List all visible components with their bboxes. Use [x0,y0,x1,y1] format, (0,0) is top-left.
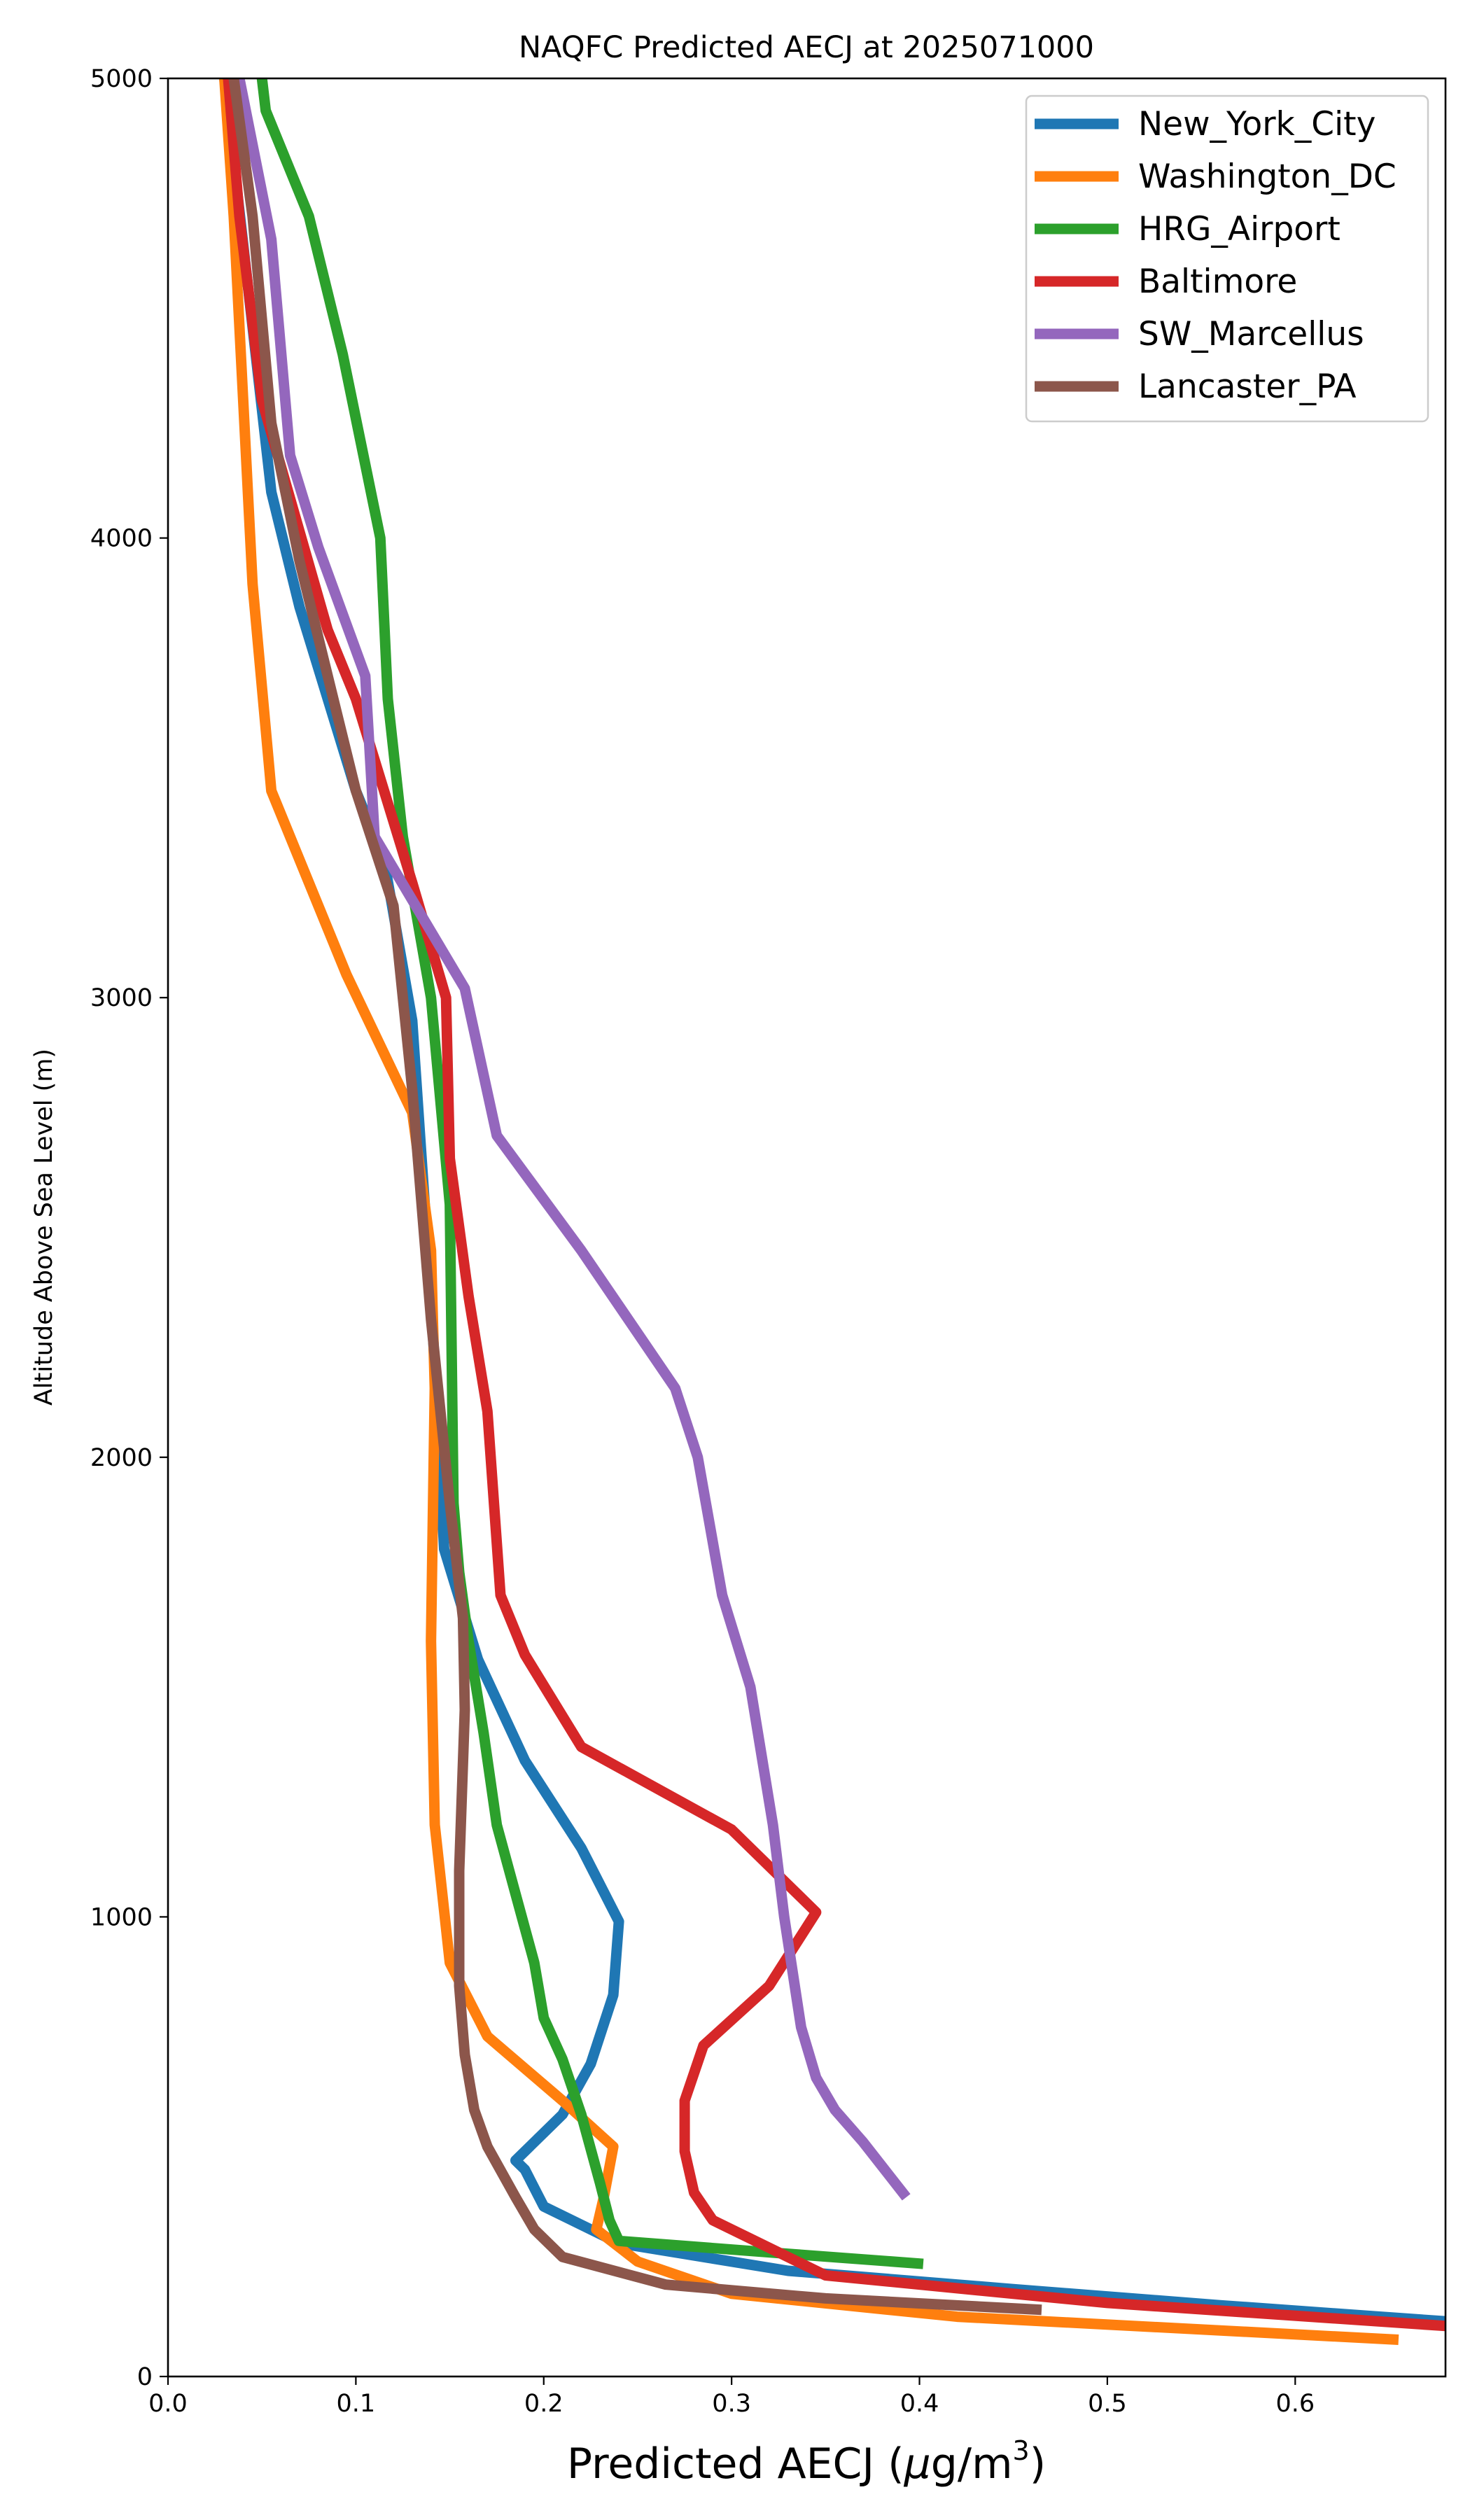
legend-label-hrg-airport: HRG_Airport [1138,210,1340,248]
series-lines [219,78,1446,2345]
x-tick-label: 0.3 [712,2390,751,2418]
x-axis-label-sup: 3 [1013,2435,1030,2466]
plot-area [167,77,1447,2378]
chart-title: NAQFC Predicted AECJ at 2025071000 [519,30,1094,65]
axes-frame [167,77,1447,2378]
y-tick-label: 4000 [90,525,153,553]
series-line-hrg-airport [256,78,924,2269]
series-line-baltimore [223,78,1446,2332]
x-axis-label-main: Predicted AECJ ( [567,2440,904,2488]
x-tick-label: 0.2 [524,2390,564,2418]
legend-label-washington-dc: Washington_DC [1138,158,1396,196]
legend-label-sw-marcellus: SW_Marcellus [1138,315,1364,354]
series-line-sw-marcellus [234,78,911,2201]
y-axis-label: Altitude Above Sea Level (m) [30,1049,58,1406]
legend-label-new-york-city: New_York_City [1138,105,1376,144]
plot-background [168,78,1446,2376]
y-tick-label: 3000 [90,984,153,1012]
legend: New_York_City Washington_DC HRG_Airport Bal… [1025,94,1429,423]
x-tick-label: 0.6 [1275,2390,1315,2418]
x-tick-label: 0.0 [148,2390,188,2418]
x-tick-label: 0.5 [1088,2390,1127,2418]
series-line-lancaster-pa [228,78,1042,2316]
y-tick-label: 2000 [90,1444,153,1472]
x-axis-label-mu: μ [904,2440,931,2488]
legend-label-baltimore: Baltimore [1138,262,1297,301]
x-tick-label: 0.4 [900,2390,939,2418]
y-tick-label: 1000 [90,1903,153,1931]
y-tick-label: 0 [137,2363,153,2391]
legend-box [1025,94,1429,423]
x-axis-ticks: 0.0 0.1 0.2 0.3 0.4 0.5 0.6 [148,2376,1315,2418]
x-axis-label-unit: g/m [931,2440,1013,2488]
x-axis-label: Predicted AECJ (μg/m3) [567,2435,1046,2488]
series-line-washington-dc [219,78,1399,2345]
x-axis-label-close: ) [1030,2440,1046,2488]
y-tick-label: 5000 [90,65,153,93]
x-tick-label: 0.1 [337,2390,376,2418]
y-axis-ticks: 0 1000 2000 3000 4000 5000 [90,65,168,2391]
legend-label-lancaster-pa: Lancaster_PA [1138,368,1357,406]
